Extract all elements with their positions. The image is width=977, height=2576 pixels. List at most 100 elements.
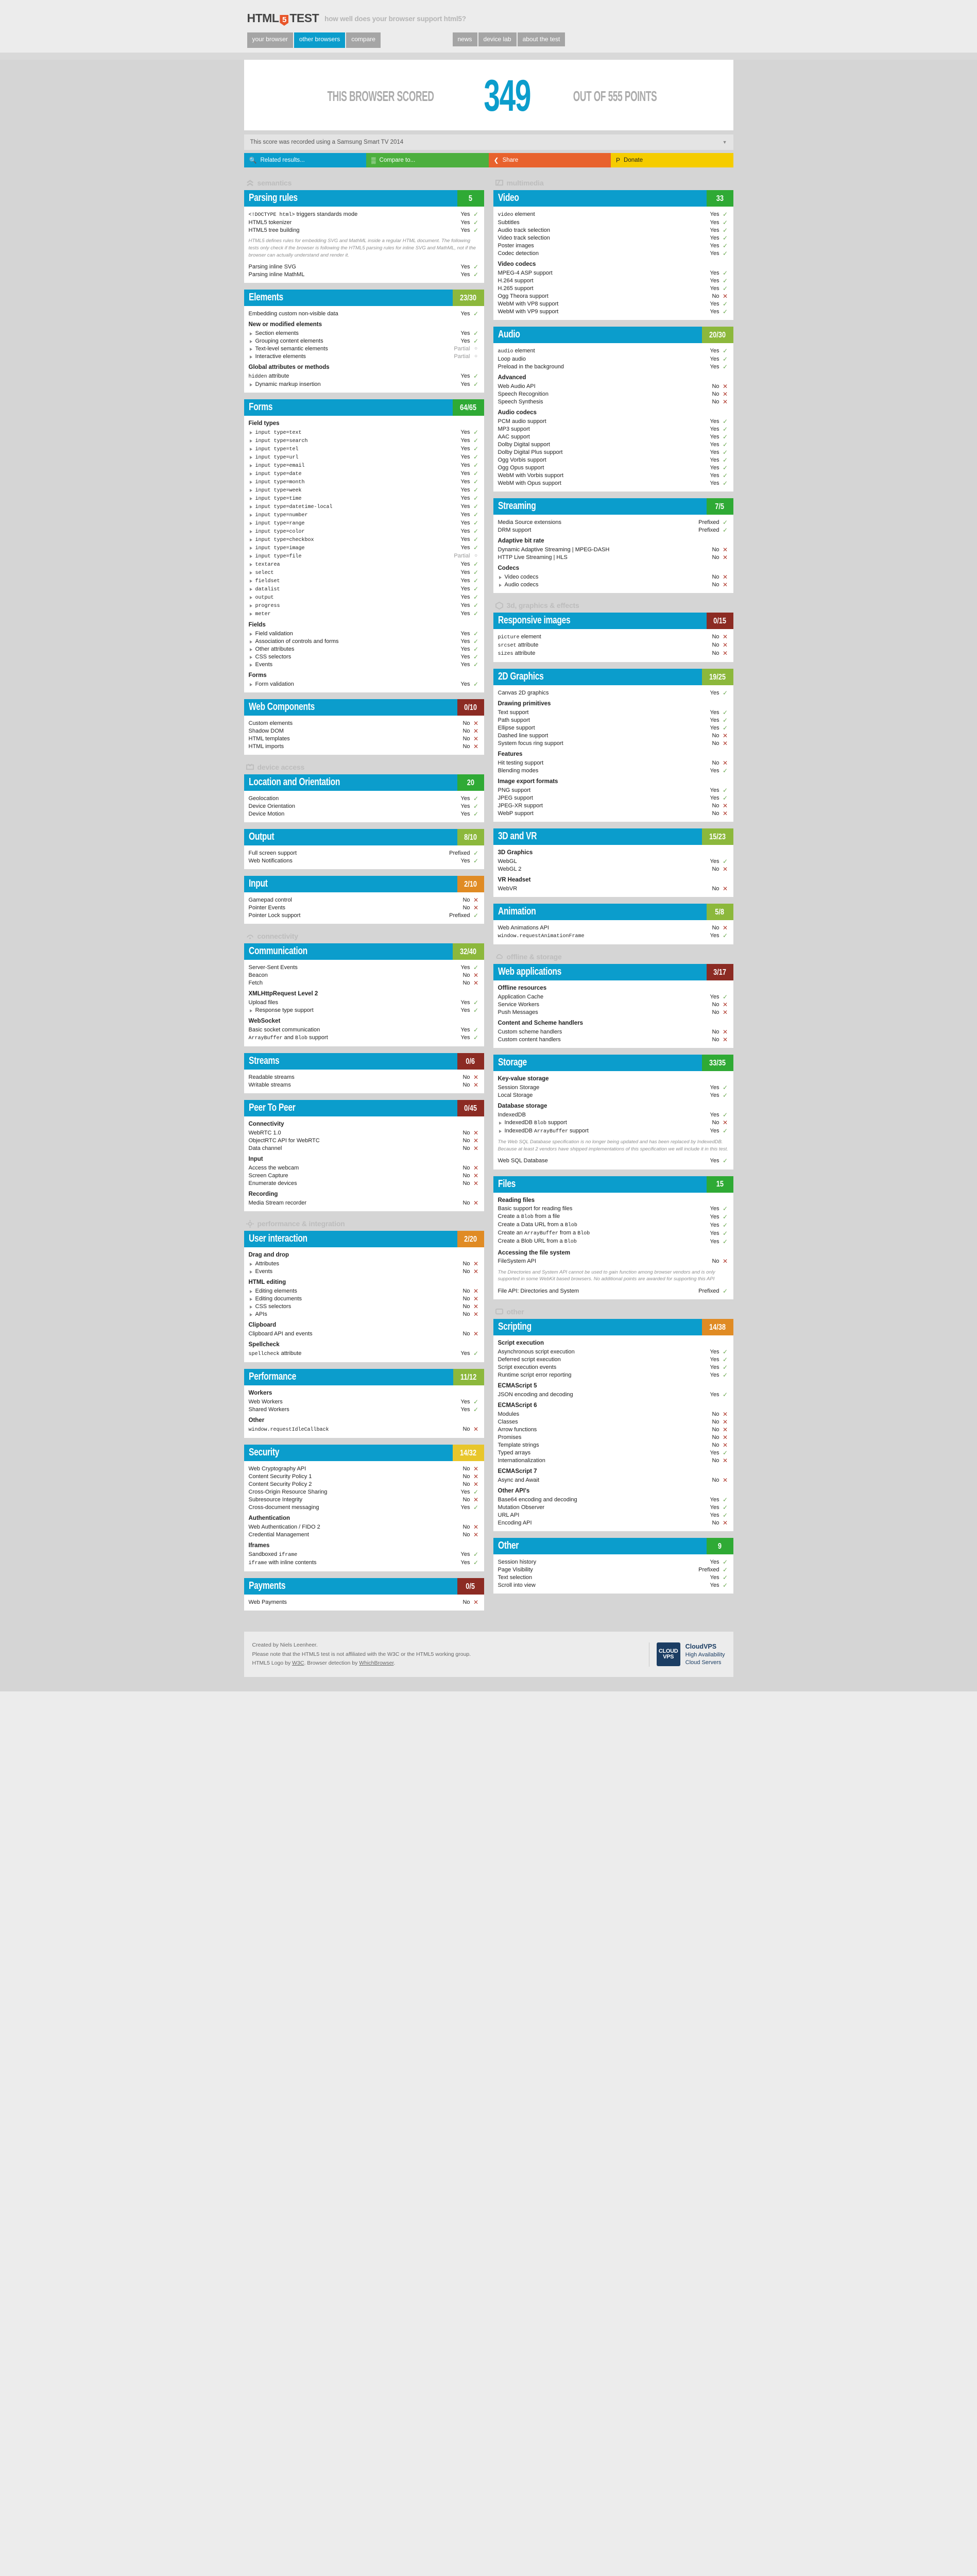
expandable-feature[interactable]: Text-level semantic elements [249, 346, 454, 352]
action-compare-to[interactable]: ▒ Compare to... [366, 153, 489, 168]
expandable-feature[interactable]: Editing documents [249, 1296, 463, 1302]
sponsor-block[interactable]: CLOUD VPS CloudVPS High Availability Clo… [648, 1642, 725, 1667]
expandable-feature[interactable]: input type=range [249, 520, 461, 527]
feature-row[interactable]: CSS selectors Yes ✓ [249, 653, 479, 660]
nav-button-compare[interactable]: compare [346, 32, 381, 48]
feature-row[interactable]: input type=week Yes ✓ [249, 486, 479, 494]
feature-row[interactable]: input type=tel Yes ✓ [249, 445, 479, 453]
expandable-feature[interactable]: Editing elements [249, 1288, 463, 1294]
feature-row[interactable]: input type=image Yes ✓ [249, 544, 479, 552]
feature-row[interactable]: IndexedDB Blob support No ✕ [498, 1118, 729, 1127]
feature-row[interactable]: Interactive elements Partial ○ [249, 352, 479, 360]
feature-row[interactable]: input type=url Yes ✓ [249, 453, 479, 461]
expandable-feature[interactable]: output [249, 594, 461, 601]
feature-row[interactable]: input type=color Yes ✓ [249, 527, 479, 535]
feature-row[interactable]: input type=time Yes ✓ [249, 494, 479, 502]
expandable-feature[interactable]: Grouping content elements [249, 338, 461, 344]
expandable-feature[interactable]: IndexedDB ArrayBuffer support [498, 1128, 710, 1134]
feature-row[interactable]: CSS selectors No ✕ [249, 1302, 479, 1310]
site-logo[interactable]: HTML 5 TEST [247, 11, 319, 26]
feature-row[interactable]: select Yes ✓ [249, 568, 479, 577]
score-device-selector[interactable]: This score was recorded using a Samsung … [244, 134, 733, 150]
expandable-feature[interactable]: input type=time [249, 495, 461, 502]
w3c-link[interactable]: W3C [292, 1660, 304, 1667]
expandable-feature[interactable]: input type=tel [249, 446, 461, 452]
expandable-feature[interactable]: Dynamic markup insertion [249, 381, 461, 387]
feature-row[interactable]: Editing elements No ✕ [249, 1287, 479, 1295]
expandable-feature[interactable]: input type=month [249, 479, 461, 485]
expandable-feature[interactable]: input type=date [249, 470, 461, 477]
feature-row[interactable]: input type=text Yes ✓ [249, 428, 479, 436]
expandable-feature[interactable]: textarea [249, 561, 461, 568]
expandable-feature[interactable]: input type=image [249, 545, 461, 551]
nav-button-your-browser[interactable]: your browser [247, 32, 293, 48]
feature-row[interactable]: Dynamic markup insertion Yes ✓ [249, 380, 479, 388]
expandable-feature[interactable]: Interactive elements [249, 353, 454, 360]
feature-row[interactable]: Text-level semantic elements Partial ○ [249, 345, 479, 352]
feature-row[interactable]: fieldset Yes ✓ [249, 577, 479, 585]
feature-row[interactable]: Other attributes Yes ✓ [249, 645, 479, 653]
expandable-feature[interactable]: input type=text [249, 429, 461, 436]
expandable-feature[interactable]: input type=color [249, 528, 461, 535]
feature-row[interactable]: IndexedDB ArrayBuffer support Yes ✓ [498, 1127, 729, 1135]
feature-row[interactable]: Editing documents No ✕ [249, 1295, 479, 1302]
feature-row[interactable]: Events No ✕ [249, 1267, 479, 1275]
nav-button-device-lab[interactable]: device lab [478, 32, 517, 46]
expandable-feature[interactable]: Association of controls and forms [249, 638, 461, 645]
expandable-feature[interactable]: progress [249, 602, 461, 609]
feature-row[interactable]: input type=datetime-local Yes ✓ [249, 502, 479, 511]
feature-row[interactable]: textarea Yes ✓ [249, 560, 479, 568]
action-share[interactable]: ❮ Share [488, 153, 611, 168]
expandable-feature[interactable]: Attributes [249, 1261, 463, 1267]
expandable-feature[interactable]: Other attributes [249, 646, 461, 652]
feature-row[interactable]: progress Yes ✓ [249, 601, 479, 609]
feature-row[interactable]: datalist Yes ✓ [249, 585, 479, 593]
feature-row[interactable]: input type=checkbox Yes ✓ [249, 535, 479, 544]
feature-row[interactable]: Association of controls and forms Yes ✓ [249, 637, 479, 645]
feature-row[interactable]: Video codecs No ✕ [498, 573, 729, 581]
expandable-feature[interactable]: Response type support [249, 1007, 461, 1013]
feature-row[interactable]: input type=file Partial ○ [249, 552, 479, 560]
feature-row[interactable]: Form validation Yes ✓ [249, 680, 479, 688]
feature-row[interactable]: input type=number Yes ✓ [249, 511, 479, 519]
expandable-feature[interactable]: meter [249, 611, 461, 617]
feature-row[interactable]: Events Yes ✓ [249, 660, 479, 668]
feature-row[interactable]: input type=date Yes ✓ [249, 469, 479, 478]
feature-row[interactable]: Response type support Yes ✓ [249, 1006, 479, 1014]
expandable-feature[interactable]: Events [249, 1268, 463, 1275]
expandable-feature[interactable]: input type=checkbox [249, 536, 461, 543]
expandable-feature[interactable]: input type=email [249, 462, 461, 469]
action-related-results[interactable]: 🔍 Related results... [244, 153, 366, 168]
feature-row[interactable]: input type=email Yes ✓ [249, 461, 479, 469]
expandable-feature[interactable]: CSS selectors [249, 654, 461, 660]
feature-row[interactable]: meter Yes ✓ [249, 609, 479, 618]
expandable-feature[interactable]: select [249, 569, 461, 576]
expandable-feature[interactable]: Audio codecs [498, 582, 712, 588]
expandable-feature[interactable]: input type=number [249, 512, 461, 518]
feature-row[interactable]: Grouping content elements Yes ✓ [249, 337, 479, 345]
expandable-feature[interactable]: IndexedDB Blob support [498, 1120, 712, 1126]
feature-row[interactable]: Attributes No ✕ [249, 1260, 479, 1267]
whichbrowser-link[interactable]: WhichBrowser [359, 1660, 394, 1667]
chevron-down-icon[interactable]: ▼ [722, 140, 727, 145]
expandable-feature[interactable]: Field validation [249, 631, 461, 637]
expandable-feature[interactable]: fieldset [249, 578, 461, 584]
action-donate[interactable]: P Donate [611, 153, 733, 168]
expandable-feature[interactable]: Form validation [249, 681, 461, 687]
expandable-feature[interactable]: input type=datetime-local [249, 503, 461, 510]
feature-row[interactable]: Audio codecs No ✕ [498, 581, 729, 588]
expandable-feature[interactable]: Video codecs [498, 574, 712, 580]
expandable-feature[interactable]: Section elements [249, 330, 461, 336]
expandable-feature[interactable]: datalist [249, 586, 461, 592]
expandable-feature[interactable]: CSS selectors [249, 1303, 463, 1310]
nav-button-news[interactable]: news [452, 32, 477, 46]
expandable-feature[interactable]: input type=search [249, 437, 461, 444]
feature-row[interactable]: APIs No ✕ [249, 1310, 479, 1318]
feature-row[interactable]: input type=range Yes ✓ [249, 519, 479, 527]
feature-row[interactable]: Section elements Yes ✓ [249, 329, 479, 337]
expandable-feature[interactable]: input type=file [249, 553, 454, 560]
expandable-feature[interactable]: Events [249, 662, 461, 668]
feature-row[interactable]: Field validation Yes ✓ [249, 630, 479, 637]
expandable-feature[interactable]: input type=week [249, 487, 461, 494]
feature-row[interactable]: input type=search Yes ✓ [249, 436, 479, 445]
